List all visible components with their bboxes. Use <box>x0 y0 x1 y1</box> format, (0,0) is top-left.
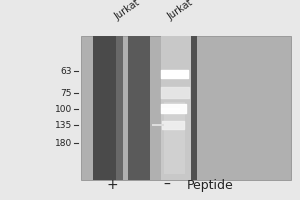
Text: 75: 75 <box>61 88 72 98</box>
FancyBboxPatch shape <box>191 36 196 180</box>
FancyBboxPatch shape <box>160 36 196 180</box>
Text: 100: 100 <box>55 104 72 114</box>
Text: Peptide: Peptide <box>187 179 233 192</box>
Text: +: + <box>107 178 118 192</box>
Text: 63: 63 <box>61 66 72 75</box>
Text: Jurkat: Jurkat <box>166 0 195 22</box>
FancyBboxPatch shape <box>93 36 123 180</box>
FancyBboxPatch shape <box>116 36 123 180</box>
FancyBboxPatch shape <box>128 36 150 180</box>
Text: 180: 180 <box>55 138 72 148</box>
Text: 135: 135 <box>55 120 72 130</box>
Text: Jurkat: Jurkat <box>113 0 142 22</box>
FancyBboxPatch shape <box>164 102 185 174</box>
FancyBboxPatch shape <box>81 36 291 180</box>
Text: –: – <box>163 178 170 192</box>
FancyBboxPatch shape <box>152 124 164 126</box>
